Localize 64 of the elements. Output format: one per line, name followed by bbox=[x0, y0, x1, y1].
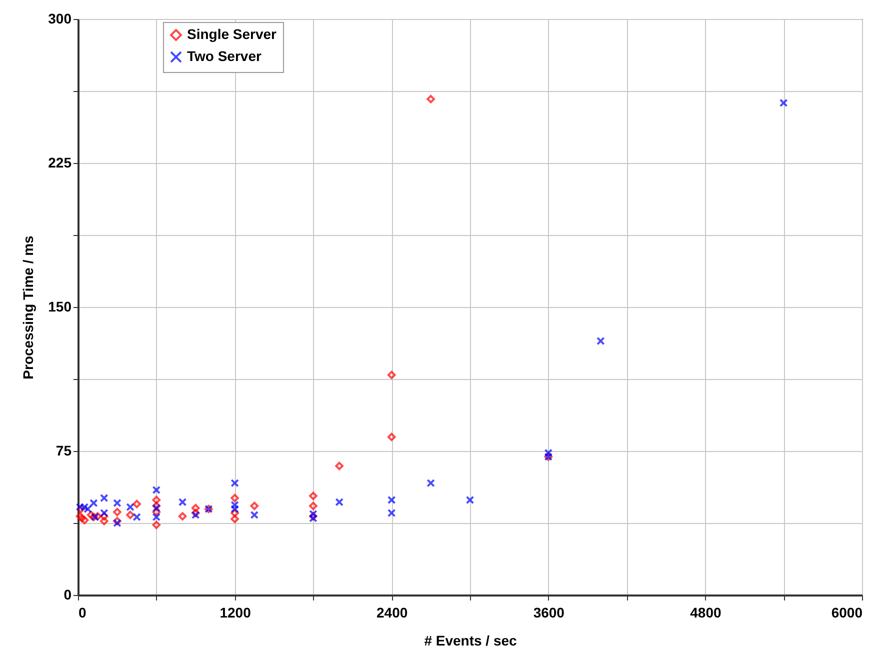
point bbox=[126, 510, 134, 520]
point bbox=[132, 512, 141, 522]
point bbox=[335, 498, 344, 506]
point bbox=[230, 478, 239, 488]
point bbox=[309, 514, 318, 522]
point bbox=[466, 496, 474, 504]
point bbox=[250, 510, 259, 520]
y-tick-label: 300 bbox=[48, 10, 72, 26]
point bbox=[230, 504, 239, 514]
point bbox=[90, 498, 98, 508]
x-tick-label: 0 bbox=[78, 604, 86, 620]
point bbox=[100, 516, 108, 526]
point bbox=[426, 478, 435, 488]
point bbox=[230, 514, 239, 524]
legend-label: Single Server bbox=[187, 26, 278, 42]
point bbox=[230, 494, 239, 502]
point bbox=[132, 500, 141, 508]
point bbox=[76, 512, 84, 520]
x-tick-label: 3600 bbox=[533, 604, 565, 620]
point bbox=[152, 520, 161, 530]
point bbox=[387, 370, 396, 380]
point bbox=[86, 510, 96, 520]
point bbox=[387, 496, 396, 504]
point bbox=[152, 504, 161, 512]
legend-label: Two Server bbox=[187, 48, 262, 64]
point bbox=[126, 502, 134, 512]
x-tick-label: 4800 bbox=[690, 604, 722, 620]
point bbox=[335, 462, 344, 470]
y-tick-label: 150 bbox=[48, 298, 72, 314]
point bbox=[100, 508, 108, 518]
point bbox=[309, 492, 318, 500]
y-axis-title: Processing Time / ms bbox=[20, 235, 36, 380]
point bbox=[387, 508, 396, 518]
point bbox=[230, 508, 239, 518]
point bbox=[80, 516, 89, 524]
point bbox=[544, 448, 553, 458]
point bbox=[178, 498, 187, 506]
point bbox=[93, 512, 102, 520]
point bbox=[230, 500, 239, 510]
point bbox=[250, 502, 259, 510]
x-tick-label: 2400 bbox=[376, 604, 408, 620]
point bbox=[100, 494, 108, 502]
point bbox=[426, 94, 435, 104]
y-tick-label: 75 bbox=[56, 442, 72, 458]
point bbox=[191, 510, 200, 520]
point bbox=[596, 336, 605, 346]
point bbox=[113, 508, 122, 516]
point bbox=[309, 510, 318, 518]
point bbox=[779, 98, 788, 108]
point bbox=[191, 504, 200, 512]
point bbox=[152, 512, 161, 522]
point bbox=[387, 432, 396, 442]
point bbox=[113, 498, 122, 508]
x-tick-label: 1200 bbox=[220, 604, 252, 620]
y-tick-label: 0 bbox=[64, 586, 72, 602]
point bbox=[152, 496, 161, 504]
point bbox=[152, 508, 161, 516]
point bbox=[78, 514, 86, 522]
y-tick-label: 225 bbox=[48, 154, 72, 170]
x-tick-label: 6000 bbox=[831, 604, 863, 620]
point bbox=[178, 512, 187, 520]
point bbox=[309, 502, 318, 510]
point bbox=[152, 486, 161, 494]
x-axis-title: # Events / sec bbox=[424, 632, 518, 648]
